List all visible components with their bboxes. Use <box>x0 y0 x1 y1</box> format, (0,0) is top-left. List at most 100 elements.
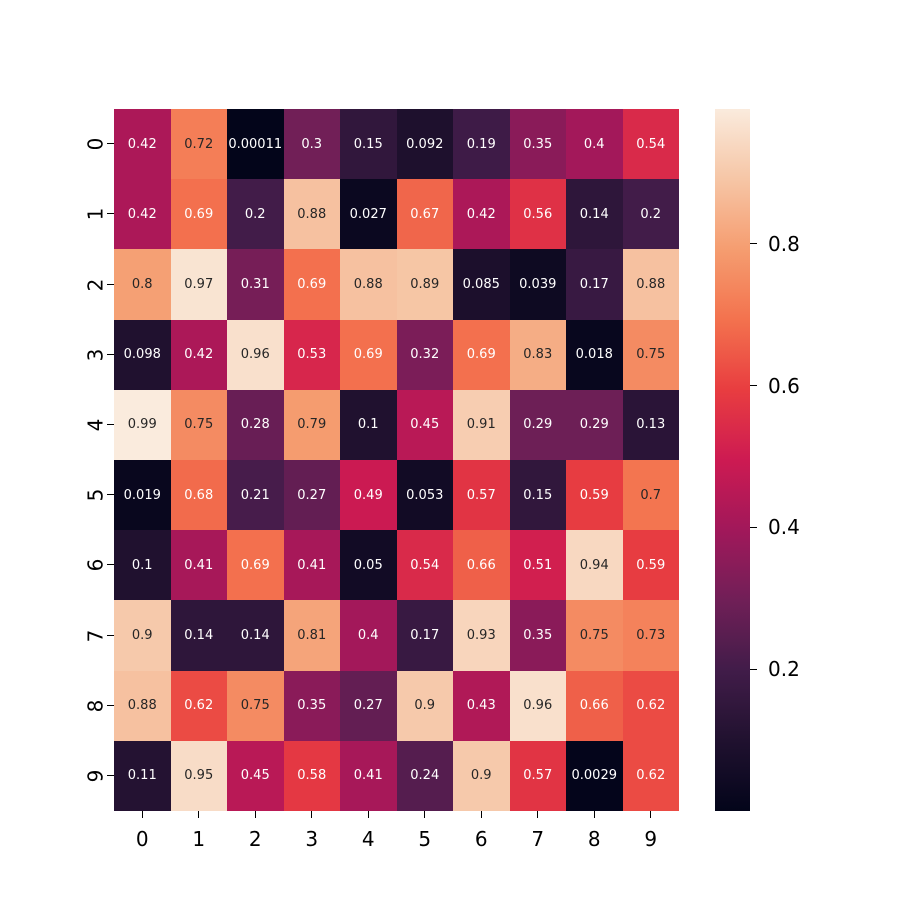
cell-annotation: 0.28 <box>240 417 270 433</box>
cell-annotation: 0.42 <box>466 206 496 222</box>
cell-annotation: 0.66 <box>466 557 496 573</box>
cell-annotation: 0.1 <box>131 557 153 573</box>
colorbar-tick-label: 0.2 <box>768 657 800 682</box>
heatmap-cell: 0.9 <box>114 600 171 671</box>
colorbar <box>715 109 750 811</box>
cell-annotation: 0.4 <box>583 136 605 152</box>
heatmap-cell: 0.039 <box>509 249 566 320</box>
heatmap-cell: 0.41 <box>283 530 340 601</box>
tick-mark <box>537 811 539 818</box>
heatmap-cell: 0.4 <box>566 109 623 180</box>
heatmap-cell: 0.4 <box>340 600 397 671</box>
y-tick-label: 4 <box>84 418 108 432</box>
heatmap-cell: 0.75 <box>227 670 284 741</box>
x-tick-label: 7 <box>531 827 545 851</box>
cell-annotation: 0.9 <box>414 698 436 714</box>
heatmap-cell: 0.79 <box>283 389 340 460</box>
x-tick-label: 5 <box>418 827 432 851</box>
tick-mark <box>198 811 200 818</box>
cell-annotation: 0.9 <box>131 627 153 643</box>
heatmap-cell: 0.027 <box>340 179 397 250</box>
heatmap-cell: 0.88 <box>622 249 679 320</box>
cell-annotation: 0.45 <box>240 768 270 784</box>
cell-annotation: 0.29 <box>579 417 609 433</box>
heatmap-cell: 0.97 <box>170 249 227 320</box>
heatmap-cell: 0.69 <box>283 249 340 320</box>
cell-annotation: 0.35 <box>523 136 553 152</box>
cell-annotation: 0.14 <box>184 627 214 643</box>
heatmap-cell: 0.73 <box>622 600 679 671</box>
cell-annotation: 0.88 <box>353 276 383 292</box>
heatmap-cell: 0.35 <box>283 670 340 741</box>
cell-annotation: 0.3 <box>301 136 323 152</box>
cell-annotation: 0.13 <box>636 417 666 433</box>
cell-annotation: 0.1 <box>357 417 379 433</box>
heatmap-cell: 0.00011 <box>227 109 284 180</box>
tick-mark <box>141 811 143 818</box>
cell-annotation: 0.58 <box>297 768 327 784</box>
heatmap-cell: 0.17 <box>396 600 453 671</box>
cell-annotation: 0.42 <box>127 206 157 222</box>
heatmap-cell: 0.54 <box>396 530 453 601</box>
heatmap-cell: 0.41 <box>340 740 397 811</box>
tick-mark <box>107 213 114 215</box>
heatmap-cell: 0.15 <box>509 459 566 531</box>
cell-annotation: 0.053 <box>406 487 444 503</box>
tick-mark <box>107 704 114 706</box>
heatmap-cell: 0.092 <box>396 109 453 180</box>
cell-annotation: 0.75 <box>579 627 609 643</box>
heatmap-cell: 0.75 <box>566 600 623 671</box>
tick-mark <box>107 423 114 426</box>
y-tick-label: 8 <box>84 699 108 713</box>
cell-annotation: 0.81 <box>297 627 327 643</box>
cell-annotation: 0.019 <box>123 487 161 503</box>
tick-mark <box>107 494 114 496</box>
heatmap-cell: 0.019 <box>114 459 171 531</box>
cell-annotation: 0.039 <box>519 276 557 292</box>
heatmap-cell: 0.56 <box>509 179 566 250</box>
tick-mark <box>750 526 757 528</box>
cell-annotation: 0.75 <box>636 347 666 363</box>
cell-annotation: 0.085 <box>462 276 500 292</box>
heatmap-cell: 0.0029 <box>566 740 623 811</box>
heatmap-cell: 0.72 <box>170 109 227 180</box>
y-tick-label: 1 <box>84 207 108 221</box>
heatmap-cell: 0.42 <box>114 109 171 180</box>
heatmap-cell: 0.69 <box>453 319 510 390</box>
heatmap-cell: 0.83 <box>509 319 566 390</box>
heatmap-cell: 0.35 <box>509 600 566 671</box>
cell-annotation: 0.69 <box>240 557 270 573</box>
cell-annotation: 0.4 <box>357 627 379 643</box>
cell-annotation: 0.14 <box>579 206 609 222</box>
heatmap-cell: 0.2 <box>622 179 679 250</box>
heatmap-grid: 0.42 0.72 0.00011 0.3 0.15 0.092 0.19 0.35 0.4 0.… <box>114 109 679 811</box>
heatmap-cell: 0.19 <box>453 109 510 180</box>
cell-annotation: 0.42 <box>184 347 214 363</box>
colorbar-tick-label: 0.4 <box>768 515 800 540</box>
cell-annotation: 0.51 <box>523 557 553 573</box>
cell-annotation: 0.75 <box>184 417 214 433</box>
cell-annotation: 0.14 <box>240 627 270 643</box>
cell-annotation: 0.31 <box>240 276 270 292</box>
y-tick-label: 9 <box>84 769 108 783</box>
heatmap-cell: 0.59 <box>566 459 623 531</box>
heatmap-cell: 0.29 <box>509 389 566 460</box>
x-tick-label: 2 <box>248 827 262 851</box>
cell-annotation: 0.27 <box>297 487 327 503</box>
heatmap-cell: 0.8 <box>114 249 171 320</box>
cell-annotation: 0.69 <box>184 206 214 222</box>
cell-annotation: 0.88 <box>297 206 327 222</box>
heatmap-cell: 0.69 <box>170 179 227 250</box>
cell-annotation: 0.68 <box>184 487 214 503</box>
heatmap-cell: 0.42 <box>114 179 171 250</box>
heatmap-cell: 0.17 <box>566 249 623 320</box>
heatmap-cell: 0.69 <box>227 530 284 601</box>
tick-mark <box>367 811 369 818</box>
cell-annotation: 0.56 <box>523 206 553 222</box>
cell-annotation: 0.72 <box>184 136 214 152</box>
cell-annotation: 0.35 <box>297 698 327 714</box>
cell-annotation: 0.29 <box>523 417 553 433</box>
cell-annotation: 0.027 <box>349 206 387 222</box>
heatmap-cell: 0.75 <box>170 389 227 460</box>
